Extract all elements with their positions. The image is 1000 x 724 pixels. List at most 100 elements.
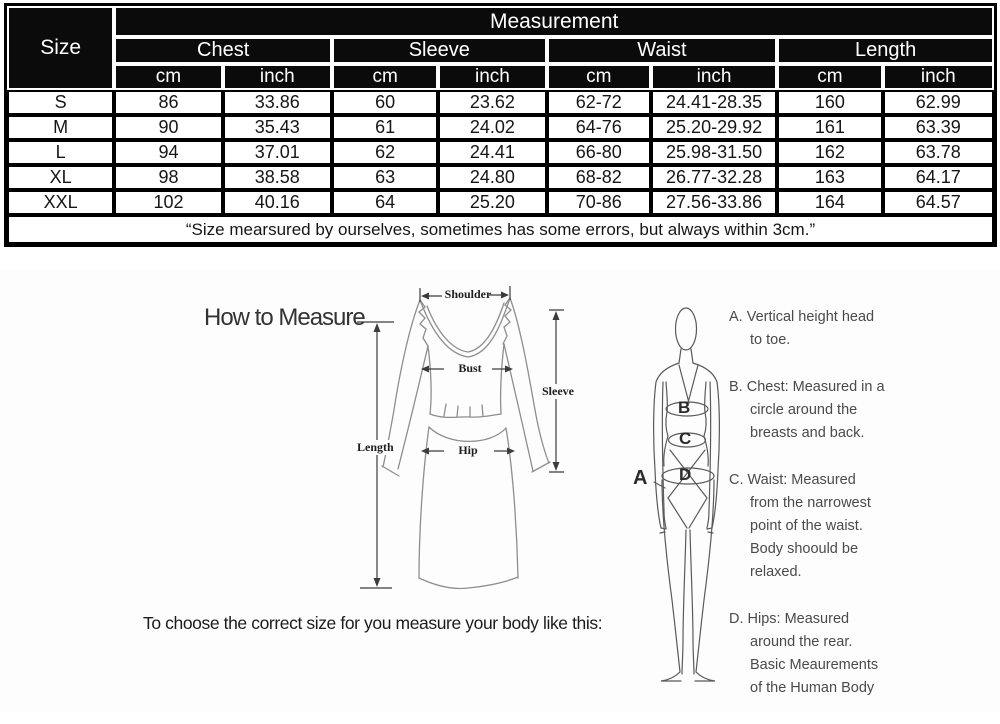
chest-inch-cell: 40.16: [222, 190, 332, 215]
length-inch-cell: 62.99: [882, 90, 994, 115]
waist-cm-cell: 68-82: [546, 165, 651, 190]
size-cell: XL: [7, 165, 115, 190]
sleeve-cm-cell: 64: [331, 190, 439, 215]
dress-label-bust: Bust: [458, 361, 482, 375]
size-cell: M: [7, 115, 115, 140]
chest-inch-cell: 33.86: [222, 90, 332, 115]
note-line: around the rear.: [750, 634, 853, 650]
length-arrow: [357, 321, 394, 589]
size-chart-table: Size Measurement Chest Sleeve Waist Leng…: [4, 3, 997, 247]
measurement-disclaimer: “Size mearsured by ourselves, sometimes …: [7, 215, 994, 244]
chest-cm-cell: 98: [114, 165, 223, 190]
size-row-m: M 90 35.43 61 24.02 64-76 25.20-29.92 161 63.39: [7, 115, 994, 140]
size-cell: S: [7, 90, 115, 115]
unit-header-inch: inch: [438, 64, 547, 90]
size-row-xxl: XXL 102 40.16 64 25.20 70-86 27.56-33.86 164 64.…: [7, 190, 994, 215]
group-header-waist: Waist: [546, 37, 778, 64]
sleeve-inch-cell: 24.41: [438, 140, 547, 165]
body-figure-icon: [653, 307, 720, 682]
chest-cm-cell: 102: [114, 190, 223, 215]
measurement-sketch: [357, 286, 720, 682]
size-row-xl: XL 98 38.58 63 24.80 68-82 26.77-32.28 163 64.17: [7, 165, 994, 190]
how-to-measure-section: How to Measure To choose the correct siz…: [0, 270, 1000, 712]
measure-note-d: D. Hips: Measured around the rear. Basic M…: [729, 608, 904, 700]
measure-note-b: B. Chest: Measured in a circle around the…: [729, 376, 904, 445]
sleeve-inch-cell: 24.80: [438, 165, 547, 190]
length-cm-cell: 164: [777, 190, 883, 215]
note-line: C. Waist: Measured: [729, 472, 856, 488]
size-cell: L: [7, 140, 115, 165]
note-line: to toe.: [750, 332, 791, 348]
length-cm-cell: 162: [777, 140, 883, 165]
unit-header-cm: cm: [331, 64, 439, 90]
measure-note-a: A. Vertical height head to toe.: [729, 306, 904, 352]
size-column-header: Size: [7, 6, 115, 90]
waist-inch-cell: 25.98-31.50: [650, 140, 778, 165]
waist-cm-cell: 70-86: [546, 190, 651, 215]
note-line: A. Vertical height head: [729, 309, 875, 325]
dress-label-hip: Hip: [458, 443, 478, 457]
note-line: Body shoould be: [750, 541, 859, 557]
waist-cm-cell: 66-80: [546, 140, 651, 165]
size-chart-section: Size Measurement Chest Sleeve Waist Leng…: [4, 3, 997, 247]
waist-inch-cell: 26.77-32.28: [650, 165, 778, 190]
sleeve-inch-cell: 23.62: [438, 90, 547, 115]
note-line: Basic Meaurements: [750, 657, 879, 673]
unit-header-cm: cm: [114, 64, 223, 90]
length-inch-cell: 64.17: [882, 165, 994, 190]
sleeve-cm-cell: 61: [331, 115, 439, 140]
group-header-length: Length: [777, 37, 994, 64]
size-row-l: L 94 37.01 62 24.41 66-80 25.98-31.50 162 63.78: [7, 140, 994, 165]
unit-header-inch: inch: [882, 64, 994, 90]
waist-inch-cell: 24.41-28.35: [650, 90, 778, 115]
unit-header-cm: cm: [546, 64, 651, 90]
length-cm-cell: 160: [777, 90, 883, 115]
waist-cm-cell: 62-72: [546, 90, 651, 115]
measuring-notes: A. Vertical height head to toe. B. Chest: …: [729, 306, 904, 724]
note-line: B. Chest: Measured in a: [729, 379, 885, 395]
length-inch-cell: 63.78: [882, 140, 994, 165]
dress-label-length: Length: [355, 440, 396, 455]
length-inch-cell: 64.57: [882, 190, 994, 215]
how-to-measure-heading: How to Measure: [204, 304, 366, 331]
chest-inch-cell: 37.01: [222, 140, 332, 165]
waist-inch-cell: 25.20-29.92: [650, 115, 778, 140]
bust-arrow: [421, 365, 513, 373]
note-line: from the narrowest: [750, 495, 871, 511]
note-line: breasts and back.: [750, 425, 865, 441]
size-cell: XXL: [7, 190, 115, 215]
chest-inch-cell: 38.58: [222, 165, 332, 190]
note-line: point of the waist.: [750, 518, 863, 534]
unit-header-inch: inch: [222, 64, 332, 90]
chest-cm-cell: 94: [114, 140, 223, 165]
length-cm-cell: 163: [777, 165, 883, 190]
note-line: circle around the: [750, 402, 858, 418]
length-inch-cell: 63.39: [882, 115, 994, 140]
size-row-s: S 86 33.86 60 23.62 62-72 24.41-28.35 160 62.99: [7, 90, 994, 115]
figure-marker-d: D: [679, 465, 692, 484]
sleeve-cm-cell: 63: [331, 165, 439, 190]
measurement-header: Measurement: [114, 6, 994, 37]
length-cm-cell: 161: [777, 115, 883, 140]
dress-label-sleeve: Sleeve: [540, 384, 576, 399]
sleeve-cm-cell: 60: [331, 90, 439, 115]
waist-cm-cell: 64-76: [546, 115, 651, 140]
measure-note-c: C. Waist: Measured from the narrowest poin…: [729, 469, 904, 584]
unit-header-cm: cm: [777, 64, 883, 90]
note-line: of the Human Body: [750, 680, 875, 696]
figure-marker-b: B: [678, 398, 691, 417]
chest-cm-cell: 86: [114, 90, 223, 115]
chest-cm-cell: 90: [114, 115, 223, 140]
size-table-body: S 86 33.86 60 23.62 62-72 24.41-28.35 160 62.99 M…: [7, 90, 994, 215]
waist-inch-cell: 27.56-33.86: [650, 190, 778, 215]
sleeve-inch-cell: 25.20: [438, 190, 547, 215]
hip-arrow: [421, 447, 515, 455]
unit-header-inch: inch: [650, 64, 778, 90]
figure-marker-c: C: [679, 429, 692, 448]
chest-inch-cell: 35.43: [222, 115, 332, 140]
dress-sketch-icon: [381, 297, 551, 590]
group-header-sleeve: Sleeve: [331, 37, 547, 64]
note-line: relaxed.: [750, 564, 802, 580]
shoulder-arrow: [419, 286, 511, 302]
sleeve-cm-cell: 62: [331, 140, 439, 165]
